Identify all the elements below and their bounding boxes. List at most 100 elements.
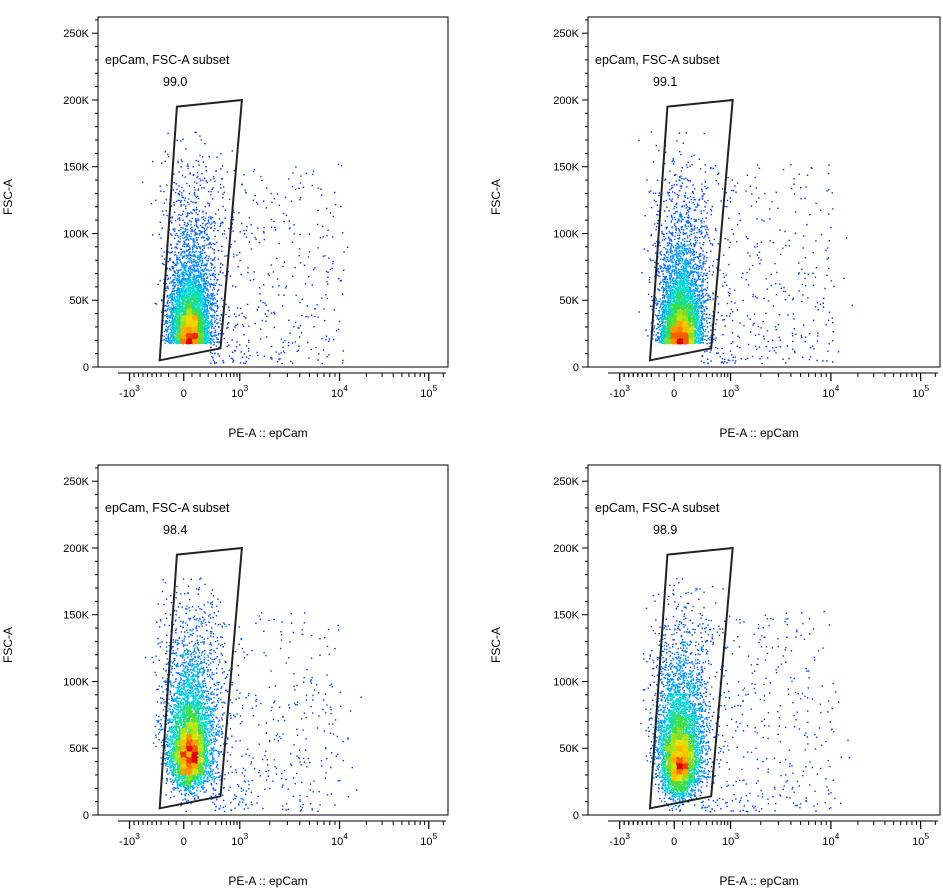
event-dot bbox=[176, 287, 178, 290]
event-dot bbox=[182, 219, 184, 221]
event-dot bbox=[189, 247, 191, 249]
event-dot bbox=[186, 280, 188, 282]
event-dot bbox=[196, 327, 198, 329]
event-dot bbox=[185, 236, 187, 238]
event-dot bbox=[183, 223, 186, 226]
event-dot bbox=[207, 325, 209, 327]
event-dot bbox=[203, 289, 205, 291]
event-dot bbox=[187, 163, 189, 165]
event-dot bbox=[166, 313, 168, 315]
event-dot bbox=[205, 233, 207, 236]
event-dot bbox=[188, 282, 190, 284]
event-dot bbox=[195, 224, 198, 227]
event-dot bbox=[180, 272, 183, 274]
event-dot bbox=[182, 237, 184, 239]
event-dot bbox=[198, 219, 200, 221]
event-dot bbox=[177, 284, 179, 286]
event-dot bbox=[214, 235, 216, 238]
event-dot bbox=[181, 161, 183, 163]
event-dot bbox=[167, 308, 169, 310]
event-dot bbox=[219, 270, 221, 273]
event-dot bbox=[224, 209, 227, 212]
event-dot bbox=[190, 230, 192, 233]
event-dot bbox=[188, 318, 190, 321]
event-dot bbox=[198, 246, 201, 249]
event-dot bbox=[193, 312, 196, 314]
event-dot bbox=[198, 308, 200, 310]
event-dot bbox=[164, 342, 166, 344]
event-dot bbox=[197, 284, 199, 286]
event-dot bbox=[181, 288, 183, 291]
event-dot bbox=[205, 180, 207, 182]
event-dot bbox=[194, 131, 196, 134]
event-dot bbox=[183, 262, 185, 264]
event-dot bbox=[183, 273, 185, 276]
event-dot bbox=[211, 289, 214, 291]
event-dot bbox=[185, 207, 187, 210]
event-dot bbox=[203, 314, 205, 316]
event-dot bbox=[197, 233, 199, 235]
event-dot bbox=[201, 328, 203, 330]
event-dot bbox=[188, 278, 190, 281]
event-dot bbox=[186, 229, 189, 231]
event-dot bbox=[181, 325, 183, 327]
event-dot bbox=[193, 278, 195, 281]
event-dot bbox=[178, 224, 181, 226]
event-dot bbox=[195, 287, 198, 289]
event-dot bbox=[214, 317, 216, 320]
event-dot bbox=[192, 209, 194, 211]
event-dot bbox=[198, 296, 200, 298]
event-dot bbox=[217, 341, 219, 343]
event-dot bbox=[173, 283, 175, 285]
event-dot bbox=[171, 247, 173, 249]
event-dot bbox=[196, 257, 199, 259]
event-dot bbox=[189, 269, 191, 272]
event-dot bbox=[201, 320, 203, 322]
event-dot bbox=[176, 307, 179, 309]
event-dot bbox=[183, 325, 186, 327]
event-dot bbox=[187, 244, 189, 246]
event-dot bbox=[208, 332, 210, 334]
event-dot bbox=[167, 261, 170, 263]
event-dot bbox=[203, 280, 205, 283]
event-dot bbox=[167, 325, 170, 328]
event-dot bbox=[205, 338, 207, 340]
event-dot bbox=[178, 276, 180, 278]
event-dot bbox=[169, 332, 171, 334]
event-dot bbox=[183, 278, 185, 280]
event-dot bbox=[202, 301, 205, 304]
event-dot bbox=[200, 327, 202, 329]
event-dot bbox=[183, 252, 186, 254]
event-dot bbox=[205, 267, 207, 269]
event-dot bbox=[206, 228, 208, 230]
event-dot bbox=[214, 335, 216, 337]
event-dot bbox=[186, 214, 189, 216]
event-dot bbox=[195, 276, 198, 278]
event-dot bbox=[203, 290, 205, 293]
event-dot bbox=[166, 267, 169, 269]
event-dot bbox=[206, 277, 208, 279]
event-dot bbox=[210, 308, 212, 311]
event-dot bbox=[188, 252, 191, 254]
event-dot bbox=[186, 165, 188, 167]
event-dot bbox=[181, 327, 183, 329]
event-dot bbox=[209, 307, 211, 309]
event-dot bbox=[192, 248, 194, 251]
event-dot bbox=[169, 336, 171, 339]
event-dot bbox=[198, 210, 201, 212]
event-dot bbox=[172, 261, 174, 263]
event-dot bbox=[180, 311, 183, 313]
event-dot bbox=[173, 318, 175, 320]
event-dot bbox=[200, 276, 202, 278]
event-dot bbox=[201, 288, 204, 291]
event-dot bbox=[182, 311, 184, 313]
event-dot bbox=[218, 283, 221, 286]
event-dot bbox=[198, 251, 200, 253]
event-dot bbox=[221, 245, 223, 248]
event-dot bbox=[172, 268, 175, 270]
event-dot bbox=[202, 216, 205, 218]
event-dot bbox=[193, 280, 195, 282]
event-dot bbox=[195, 201, 197, 204]
event-dot bbox=[186, 278, 189, 281]
event-dot bbox=[197, 263, 200, 266]
